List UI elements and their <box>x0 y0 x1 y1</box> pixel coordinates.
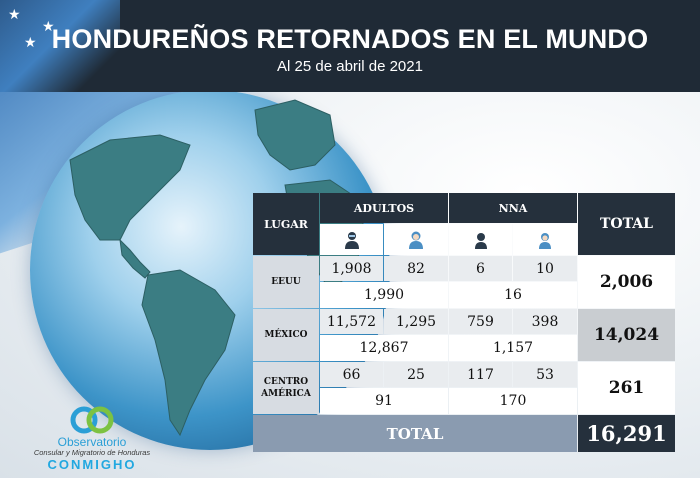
central-america-landmass <box>119 238 151 279</box>
logo-text-consular: Consular y Migratorio de Honduras <box>33 448 151 457</box>
row-lugar-centro-america: CENTRO AMÉRICA <box>253 362 319 414</box>
page-subtitle: Al 25 de abril de 2021 <box>277 58 423 75</box>
cell-child-male: 759 <box>449 309 512 334</box>
cell-adult-male: 66 <box>320 362 383 387</box>
star-icon: ★ <box>42 18 55 34</box>
col-header-nna: NNA <box>449 193 577 223</box>
logo-text-conmigho: CONMIGHO <box>47 457 137 472</box>
star-icon: ★ <box>24 34 37 50</box>
row-lugar-eeuu: EEUU <box>253 256 319 308</box>
cell-nna-subtotal: 170 <box>449 388 577 414</box>
logo-rings-icon <box>70 406 114 434</box>
south-america-landmass <box>141 269 236 437</box>
flag-corner <box>0 0 120 92</box>
adult-male-icon <box>320 224 383 255</box>
cell-child-female: 10 <box>513 256 577 281</box>
cell-adult-male: 11,572 <box>320 309 383 334</box>
cell-adult-male: 1,908 <box>320 256 383 281</box>
cell-row-total: 14,024 <box>578 309 675 361</box>
cell-adultos-subtotal: 1,990 <box>320 282 448 308</box>
grand-total-value: 16,291 <box>578 415 675 452</box>
col-header-adultos: ADULTOS <box>320 193 448 223</box>
cell-row-total: 261 <box>578 362 675 414</box>
cell-adultos-subtotal: 12,867 <box>320 335 448 361</box>
child-female-icon <box>513 224 577 255</box>
child-male-icon <box>449 224 512 255</box>
returnees-table: LUGAR ADULTOS NNA TOTAL EEUU 1,908 82 6 … <box>253 193 675 452</box>
cell-adult-female: 25 <box>384 362 448 387</box>
logo-text-observatorio: Observatorio <box>57 435 127 449</box>
col-header-lugar: LUGAR <box>253 193 319 255</box>
grand-total-label: TOTAL <box>253 415 577 452</box>
cell-nna-subtotal: 1,157 <box>449 335 577 361</box>
europe-landmass <box>254 99 336 171</box>
cell-child-female: 53 <box>513 362 577 387</box>
header-banner: ★ ★ ★ HONDUREÑOS RETORNADOS EN EL MUNDO … <box>0 0 700 92</box>
cell-row-total: 2,006 <box>578 256 675 308</box>
north-america-landmass <box>69 134 191 241</box>
cell-child-female: 398 <box>513 309 577 334</box>
cell-child-male: 6 <box>449 256 512 281</box>
cell-adultos-subtotal: 91 <box>320 388 448 414</box>
page-title: HONDUREÑOS RETORNADOS EN EL MUNDO <box>51 24 649 54</box>
conmigho-logo: Observatorio Consular y Migratorio de Ho… <box>22 405 162 475</box>
col-header-total: TOTAL <box>578 193 675 255</box>
cell-adult-female: 1,295 <box>384 309 448 334</box>
adult-female-icon <box>384 224 448 255</box>
cell-nna-subtotal: 16 <box>449 282 577 308</box>
row-lugar-mexico: MÉXICO <box>253 309 319 361</box>
star-icon: ★ <box>8 6 21 22</box>
cell-adult-female: 82 <box>384 256 448 281</box>
cell-child-male: 117 <box>449 362 512 387</box>
